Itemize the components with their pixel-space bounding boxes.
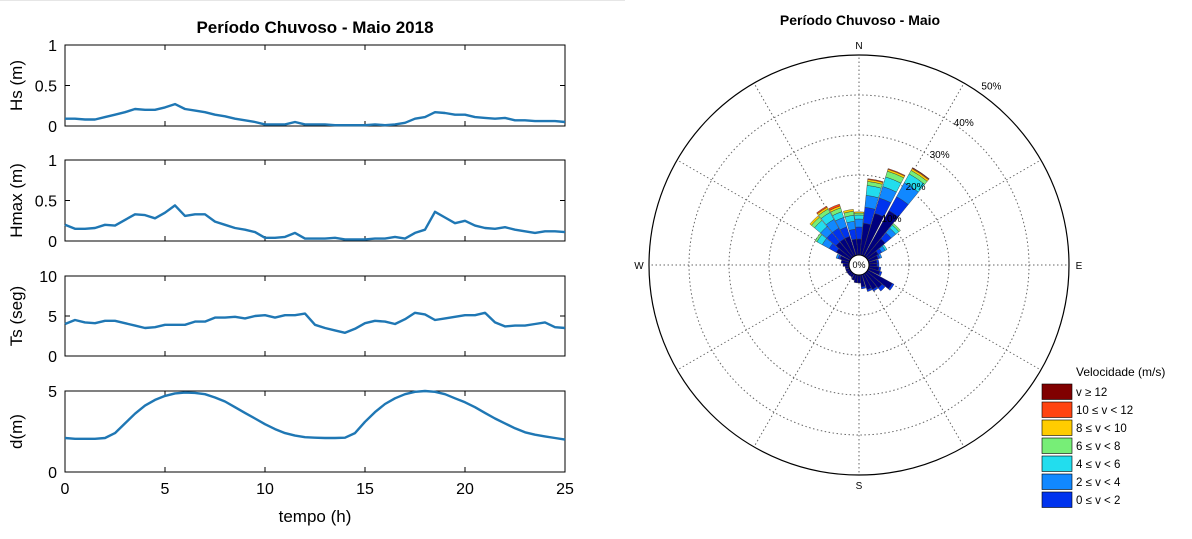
rose-spoke bbox=[676, 269, 851, 371]
panel-4-series-line bbox=[64, 389, 566, 441]
rose-petal-segment bbox=[867, 178, 884, 183]
panel-2-y-tick-label: 0.5 bbox=[35, 194, 57, 211]
wind-rose-figure: Período Chuvoso - Maio 0% 10% 20% 30% 40% 50%… bbox=[628, 0, 1192, 534]
wind-rose-plot: 0% 10% 20% 30% 40% 50% N E S W Velocidade (m/s) v ≥… bbox=[634, 41, 1165, 508]
panel-2-y-tick-label: 1 bbox=[48, 153, 57, 170]
radial-tick-label: 10% bbox=[881, 214, 901, 225]
rose-petal-segment bbox=[876, 259, 880, 264]
legend-label: 10 ≤ v < 12 bbox=[1076, 405, 1133, 417]
legend-label: v ≥ 12 bbox=[1076, 387, 1107, 399]
rose-petal-segment bbox=[878, 253, 883, 259]
panel-1-series-line bbox=[65, 102, 566, 127]
x-tick-label: 0 bbox=[61, 481, 70, 498]
legend-label: 8 ≤ v < 10 bbox=[1076, 423, 1127, 435]
legend-label: 6 ≤ v < 8 bbox=[1076, 441, 1120, 453]
rose-petal-segment bbox=[892, 223, 901, 232]
panel-2-series-line bbox=[64, 204, 566, 241]
direction-label-w: W bbox=[634, 261, 644, 272]
rose-spoke bbox=[863, 273, 965, 448]
x-tick-label: 20 bbox=[456, 481, 474, 498]
rose-ring bbox=[768, 174, 950, 356]
radial-tick-label: 30% bbox=[930, 150, 950, 161]
x-tick-label: 15 bbox=[356, 481, 374, 498]
rose-petal-segment bbox=[912, 167, 930, 180]
x-tick-label: 10 bbox=[256, 481, 274, 498]
rose-petal-segment bbox=[853, 211, 865, 214]
left-chart-title: Período Chuvoso - Maio 2018 bbox=[196, 18, 434, 37]
rose-petal-segment bbox=[835, 253, 840, 259]
rose-petal-segment bbox=[877, 283, 886, 292]
rose-petal-segment bbox=[877, 266, 882, 272]
radial-tick-label: 50% bbox=[981, 81, 1001, 92]
legend-label: 2 ≤ v < 4 bbox=[1076, 477, 1121, 489]
wind-rose-title: Período Chuvoso - Maio bbox=[779, 12, 941, 28]
rose-spoke bbox=[867, 159, 1042, 261]
rose-petal-segment bbox=[854, 214, 864, 220]
direction-label-s: S bbox=[856, 481, 863, 492]
rose-petal-segment bbox=[887, 168, 906, 177]
rose-center-hole bbox=[848, 254, 870, 276]
rose-petal-segment bbox=[828, 203, 841, 211]
legend-label: 0 ≤ v < 2 bbox=[1076, 495, 1120, 507]
rose-petal-segment bbox=[881, 244, 888, 251]
rose-spoke bbox=[753, 273, 855, 448]
legend-swatch bbox=[1041, 401, 1073, 418]
direction-label-e: E bbox=[1076, 261, 1083, 272]
panel-3-frame bbox=[64, 275, 566, 357]
panel-3-y-tick-label: 0 bbox=[48, 349, 57, 366]
panel-1-y-tick-label: 1 bbox=[48, 38, 57, 55]
direction-label-n: N bbox=[855, 41, 862, 52]
panel-4-y-label: d(m) bbox=[7, 414, 26, 449]
rose-petal-segment bbox=[855, 226, 863, 240]
legend-title: Velocidade (m/s) bbox=[1076, 365, 1165, 379]
rose-petal-segment bbox=[809, 215, 820, 226]
panel-3-y-label: Ts (seg) bbox=[7, 286, 26, 346]
rose-spoke bbox=[867, 269, 1042, 371]
legend-swatch bbox=[1041, 419, 1073, 436]
radial-tick-label: 0% bbox=[852, 260, 865, 270]
radial-tick-label: 20% bbox=[906, 182, 926, 193]
rose-ring bbox=[688, 94, 1030, 436]
panel-3-y-tick-label: 5 bbox=[48, 309, 57, 326]
panel-1-y-tick-label: 0 bbox=[48, 119, 57, 136]
panel-4-y-tick-label: 5 bbox=[48, 384, 57, 401]
panel-3-y-tick-label: 10 bbox=[39, 269, 57, 286]
x-axis-label: tempo (h) bbox=[279, 507, 352, 526]
x-tick-label: 25 bbox=[556, 481, 574, 498]
rose-petal-segment bbox=[861, 285, 866, 290]
panel-4-y-tick-label: 0 bbox=[48, 465, 57, 482]
radial-tick-label: 40% bbox=[954, 118, 974, 129]
time-series-plots: 0 0.5 1 Hs (m) 0 0.5 1 Hmax (m) 0 5 10 Ts (seg) 0 5 d(… bbox=[7, 38, 574, 526]
x-tick-label: 5 bbox=[161, 481, 170, 498]
rose-petal-segment bbox=[816, 205, 828, 215]
top-edge-line bbox=[0, 0, 625, 1]
rose-petal-segment bbox=[854, 218, 864, 228]
rose-petal-segment bbox=[854, 212, 864, 216]
panel-1-y-tick-label: 0.5 bbox=[35, 79, 57, 96]
legend-swatch bbox=[1041, 383, 1073, 400]
legend-swatch bbox=[1041, 455, 1073, 472]
rose-petal-segment bbox=[878, 271, 883, 277]
panel-2-y-tick-label: 0 bbox=[48, 234, 57, 251]
panel-3-series-line bbox=[64, 311, 566, 334]
rose-petal-segment bbox=[872, 286, 879, 292]
rose-petal-segment bbox=[843, 209, 854, 214]
panel-1-y-label: Hs (m) bbox=[7, 60, 26, 111]
rose-ring bbox=[808, 214, 910, 316]
panel-1-frame bbox=[64, 44, 566, 127]
rose-petal-segment bbox=[814, 233, 823, 243]
time-series-figure: Período Chuvoso - Maio 2018 0 0.5 1 Hs (m) 0… bbox=[7, 18, 574, 526]
legend-swatch bbox=[1041, 473, 1073, 490]
panel-2-y-label: Hmax (m) bbox=[7, 163, 26, 238]
panel-4-frame bbox=[64, 390, 566, 473]
legend-swatch bbox=[1041, 437, 1073, 454]
rose-petal-segment bbox=[888, 283, 895, 291]
rose-ring bbox=[728, 134, 990, 396]
rose-petal-segment bbox=[866, 287, 873, 292]
rose-petal-segment bbox=[876, 262, 880, 268]
legend-swatch bbox=[1041, 491, 1073, 508]
legend-label: 4 ≤ v < 6 bbox=[1076, 459, 1120, 471]
